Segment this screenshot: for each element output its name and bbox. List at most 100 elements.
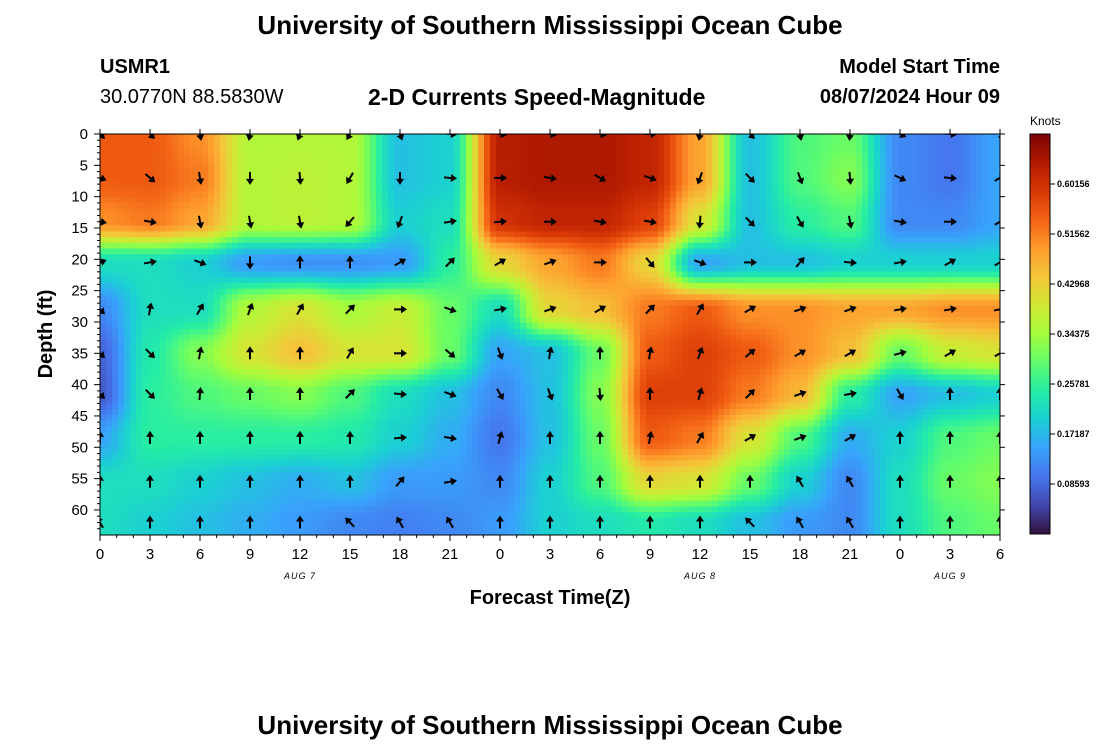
heatmap-cell [832,282,839,290]
heatmap-cell [412,248,419,255]
heatmap-cell [334,300,341,307]
heatmap-cell [862,288,869,295]
heatmap-cell [130,225,137,232]
heatmap-cell [604,208,611,215]
heatmap-cell [172,271,179,278]
heatmap-cell [280,156,287,164]
heatmap-cell [196,265,203,273]
heatmap-cell [304,300,311,307]
heatmap-cell [892,311,899,318]
heatmap-cell [850,225,857,232]
heatmap-cell [142,311,149,318]
heatmap-cell [916,260,923,267]
heatmap-cell [778,219,785,227]
heatmap-cell [670,231,677,238]
heatmap-cell [418,277,425,284]
heatmap-cell [562,231,569,238]
heatmap-cell [868,271,875,278]
heatmap-cell [118,300,125,307]
heatmap-cell [928,311,935,318]
heatmap-cell [340,197,347,204]
heatmap-cell [832,277,839,284]
heatmap-cell [592,191,599,198]
heatmap-cell [790,242,797,250]
heatmap-cell [424,265,431,273]
heatmap-cell [910,191,917,198]
heatmap-cell [136,185,143,192]
heatmap-cell [448,197,455,204]
heatmap-cell [916,294,923,301]
heatmap-cell [142,162,149,169]
heatmap-cell [448,145,455,152]
heatmap-cell [658,317,665,324]
heatmap-cell [898,151,905,158]
heatmap-cell [616,231,623,238]
heatmap-cell [922,242,929,250]
heatmap-cell [598,156,605,164]
heatmap-cell [736,214,743,221]
heatmap-cell [802,254,809,261]
heatmap-cell [802,162,809,169]
heatmap-cell [946,254,953,261]
heatmap-cell [202,317,209,324]
heatmap-cell [328,174,335,181]
heatmap-cell [268,174,275,181]
heatmap-cell [310,260,317,267]
heatmap-cell [274,323,281,330]
heatmap-cell [802,197,809,204]
heatmap-cell [868,282,875,290]
heatmap-cell [628,294,635,301]
heatmap-cell [418,288,425,295]
heatmap-cell [994,254,1000,261]
heatmap-cell [820,139,827,147]
heatmap-cell [760,231,767,238]
heatmap-cell [772,317,779,324]
heatmap-cell [388,282,395,290]
heatmap-cell [910,277,917,284]
heatmap-cell [208,139,215,147]
heatmap-cell [220,151,227,158]
heatmap-cell [580,260,587,267]
heatmap-cell [442,231,449,238]
heatmap-cell [874,300,881,307]
heatmap-cell [136,151,143,158]
heatmap-cell [118,214,125,221]
heatmap-cell [892,300,899,307]
heatmap-cell [904,191,911,198]
heatmap-cell [586,282,593,290]
heatmap-cell [772,231,779,238]
heatmap-cell [178,225,185,232]
heatmap-cell [862,191,869,198]
heatmap-cell [784,265,791,273]
heatmap-cell [808,214,815,221]
heatmap-cell [652,237,659,244]
heatmap-cell [874,294,881,301]
heatmap-cell [358,231,365,238]
heatmap-cell [790,225,797,232]
heatmap-cell [478,134,485,141]
heatmap-cell [340,208,347,215]
heatmap-cell [478,214,485,221]
heatmap-cell [298,311,305,318]
heatmap-cell [826,225,833,232]
heatmap-cell [700,265,707,273]
heatmap-cell [580,145,587,152]
heatmap-cell [556,288,563,295]
heatmap-cell [874,271,881,278]
heatmap-cell [676,134,683,141]
heatmap-cell [544,214,551,221]
heatmap-cell [358,151,365,158]
heatmap-cell [988,288,995,295]
heatmap-cell [700,168,707,175]
heatmap-cell [886,202,893,210]
heatmap-cell [820,311,827,318]
heatmap-cell [202,179,209,187]
heatmap-cell [622,237,629,244]
heatmap-cell [814,237,821,244]
heatmap-cell [754,168,761,175]
heatmap-cell [394,300,401,307]
heatmap-cell [364,305,371,313]
heatmap-cell [952,288,959,295]
heatmap-cell [334,271,341,278]
heatmap-cell [526,179,533,187]
